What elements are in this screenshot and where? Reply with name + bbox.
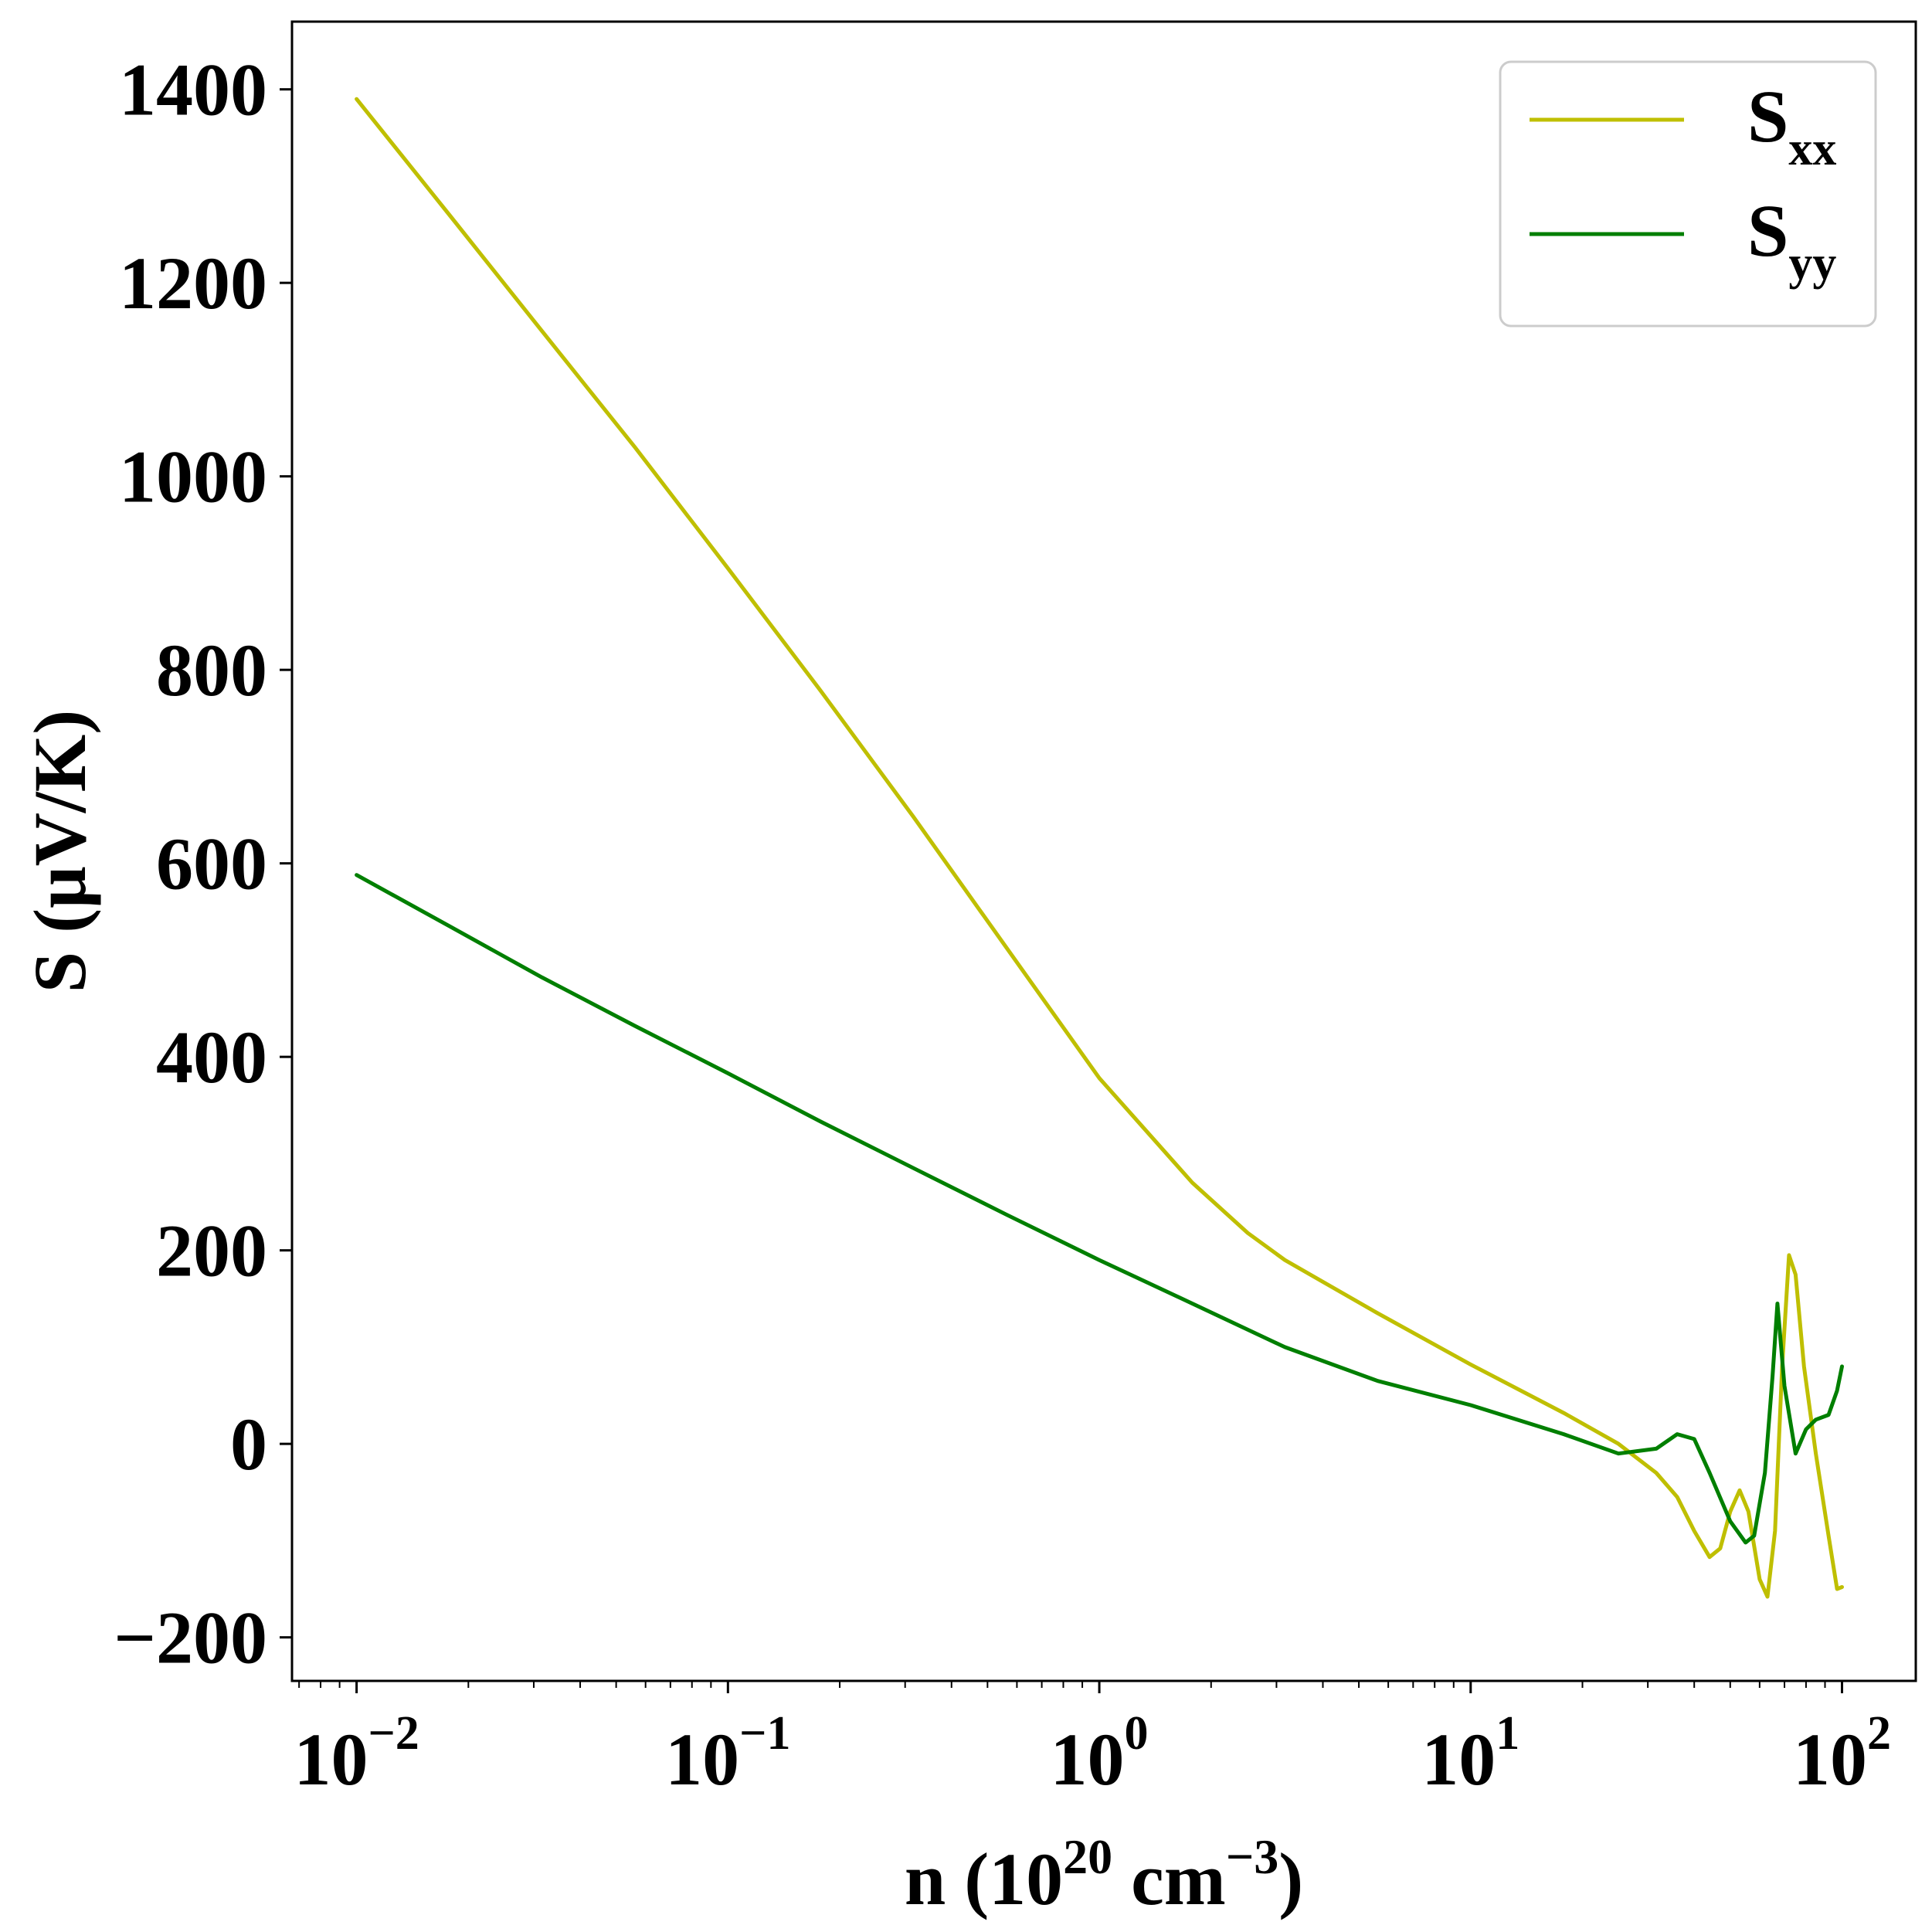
- y-tick-label: 1200: [119, 242, 267, 324]
- x-tick-label: 101: [1421, 1707, 1519, 1801]
- x-tick-label-base: 10: [1793, 1718, 1867, 1801]
- y-tick-label: 1000: [119, 436, 267, 518]
- legend-label-base: S: [1747, 189, 1788, 272]
- x-tick-label-exponent: −2: [368, 1707, 419, 1760]
- plot-area: [290, 20, 1917, 1682]
- x-tick-label: 10−2: [294, 1707, 419, 1801]
- y-tick-label: 200: [156, 1210, 267, 1292]
- x-tick-label: 102: [1793, 1707, 1891, 1801]
- x-axis-label-close: ): [1278, 1838, 1303, 1920]
- x-tick-label-exponent: −1: [739, 1707, 790, 1760]
- y-tick-label: 800: [156, 629, 267, 711]
- y-axis: −200 0 200 400 600 800 1000 1200 1400: [114, 49, 292, 1679]
- x-axis-label-exponent: 20: [1063, 1829, 1112, 1884]
- series-line-yy: [355, 873, 1844, 1545]
- x-axis-label: n (1020 cm−3): [905, 1829, 1303, 1920]
- x-axis: 10−2 10−1 100 101 102: [294, 1681, 1891, 1801]
- x-axis-label-unit-exponent: −3: [1226, 1829, 1278, 1884]
- plot-frame: [290, 20, 1917, 1682]
- x-axis-label-base: n (10: [905, 1838, 1063, 1920]
- y-tick-label: 1400: [119, 49, 267, 131]
- x-tick-label-base: 10: [1421, 1718, 1496, 1801]
- legend-label-base: S: [1747, 75, 1788, 158]
- series-line-xx: [355, 97, 1844, 1599]
- y-tick-label: 400: [156, 1016, 267, 1098]
- x-tick-label-base: 10: [294, 1718, 368, 1801]
- y-tick-label: −200: [114, 1597, 267, 1679]
- legend-box: [1499, 60, 1877, 328]
- legend-label-yy: Syy: [1747, 189, 1836, 290]
- x-tick-label: 100: [1051, 1707, 1149, 1801]
- x-axis-label-unit: cm: [1112, 1838, 1226, 1920]
- x-tick-label: 10−1: [665, 1707, 790, 1801]
- x-tick-label-base: 10: [665, 1718, 739, 1801]
- y-tick-label: 0: [230, 1403, 267, 1485]
- y-tick-label: 600: [156, 823, 267, 905]
- x-tick-label-exponent: 2: [1867, 1707, 1891, 1760]
- legend-label-subscript: xx: [1788, 123, 1836, 175]
- x-tick-label-base: 10: [1051, 1718, 1125, 1801]
- series-layer: [355, 97, 1844, 1599]
- x-tick-label-exponent: 1: [1496, 1707, 1519, 1760]
- y-axis-label: S (μV/K): [19, 710, 101, 993]
- legend-label-xx: Sxx: [1747, 75, 1836, 175]
- legend-label-subscript: yy: [1788, 237, 1836, 290]
- x-tick-label-exponent: 0: [1125, 1707, 1149, 1760]
